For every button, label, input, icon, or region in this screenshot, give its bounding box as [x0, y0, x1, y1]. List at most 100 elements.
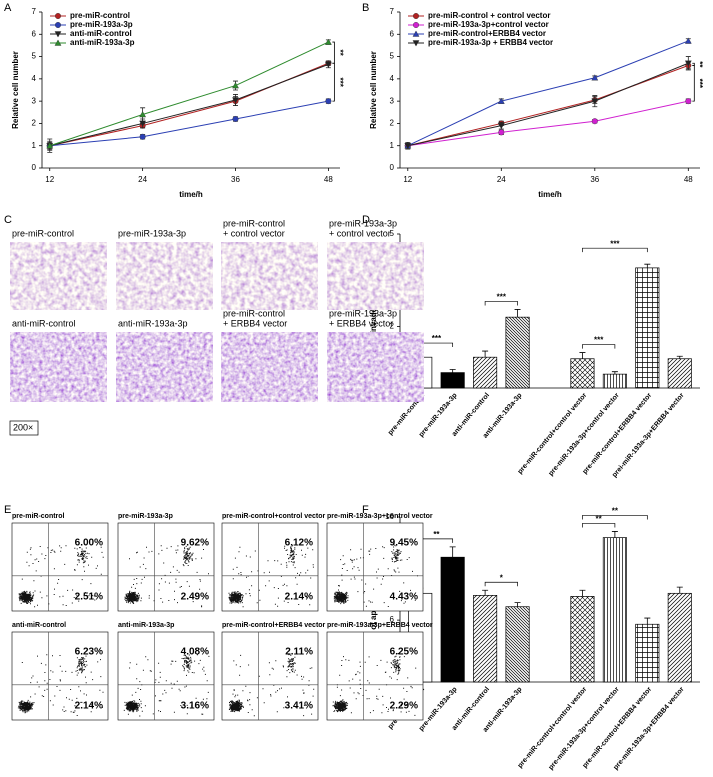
- micrograph-label: pre-miR-193a-3p: [329, 218, 397, 228]
- series-line: [49, 41, 329, 147]
- plot-label: anti-miR-control: [12, 622, 66, 629]
- marker: [404, 142, 412, 150]
- marker: [139, 133, 146, 140]
- error-bar: [482, 350, 489, 358]
- significance-bracket: [582, 523, 616, 528]
- y-tick-label: 7: [390, 7, 395, 16]
- scale-label: 200×: [13, 422, 33, 432]
- legend-label: anti-miR-193a-3p: [70, 38, 135, 47]
- error-bar: [676, 586, 683, 594]
- upper-right-percent: 6.25%: [390, 647, 418, 658]
- micrograph-label: + control vector: [223, 228, 285, 238]
- legend-label: pre-miR-control + control vector: [428, 11, 550, 20]
- x-tick-label: pre-miR-193a-3p+control vector: [548, 686, 621, 772]
- bar: [635, 623, 660, 683]
- error-bar: [676, 355, 683, 359]
- x-tick-label: pre-miR-control+ERBB4 vector: [582, 686, 654, 770]
- quadrant-lines: [222, 632, 318, 720]
- micrograph-label: anti-miR-control: [12, 318, 76, 328]
- micrograph-label: + ERBB4 vector: [223, 318, 287, 328]
- event-dots: [333, 543, 418, 607]
- upper-right-percent: 6.12%: [285, 538, 313, 549]
- marker: [324, 61, 332, 68]
- significance-bracket: [484, 301, 518, 306]
- marker: [591, 118, 598, 125]
- significance-bracket: [332, 62, 335, 102]
- micrograph-label: pre-miR-193a-3p: [118, 228, 186, 238]
- significance-label: ***: [695, 79, 704, 89]
- micrograph: [221, 242, 318, 310]
- marker: [684, 60, 692, 67]
- error-bar: [449, 369, 456, 373]
- micrograph: [116, 242, 213, 310]
- x-tick-label: 48: [684, 175, 693, 184]
- micrograph-label: pre-miR-control: [223, 308, 285, 318]
- series-line: [407, 62, 689, 147]
- plot-label: pre-miR-control+control vector: [222, 513, 326, 520]
- y-tick-label: 0: [390, 163, 395, 172]
- lower-right-percent: 3.41%: [285, 701, 313, 712]
- event-dots: [228, 653, 315, 717]
- micrograph-label: anti-miR-193a-3p: [118, 318, 188, 328]
- micrograph: [327, 332, 424, 402]
- series-line: [407, 100, 689, 147]
- significance-bracket: [419, 538, 454, 543]
- bar: [505, 606, 530, 683]
- bar: [667, 358, 692, 389]
- upper-right-percent: 9.62%: [181, 538, 209, 549]
- marker: [139, 111, 147, 118]
- plot-label: anti-miR-193a-3p: [118, 622, 174, 629]
- error-bar: [579, 352, 586, 359]
- legend-marker: [413, 22, 420, 29]
- lower-right-percent: 2.29%: [390, 701, 418, 712]
- legend-marker: [54, 39, 62, 46]
- bar: [440, 372, 465, 389]
- y-tick-label: 6: [32, 29, 37, 38]
- marker: [325, 98, 332, 105]
- significance-label: **: [433, 530, 440, 539]
- y-tick-label: 2: [390, 119, 395, 128]
- event-dots: [124, 545, 209, 608]
- y-axis-label: Relative cell number: [369, 51, 378, 129]
- y-tick-label: 2: [390, 322, 395, 331]
- plot-label: pre-miR-control+ERBB4 vector: [222, 622, 326, 629]
- series-line: [407, 40, 689, 147]
- x-tick-label: pre-miR-control+control vector: [517, 392, 589, 476]
- quadrant-lines: [12, 632, 108, 720]
- event-dots: [332, 653, 417, 716]
- marker: [591, 74, 599, 81]
- legend-label: pre-miR-control+ERBB4 vector: [428, 29, 546, 38]
- y-tick-label: 3: [390, 96, 395, 105]
- y-tick-label: 6: [390, 615, 395, 624]
- x-tick-label: pre-miR-control+control vector: [517, 686, 589, 770]
- micrograph-label: pre-miR-control: [223, 218, 285, 228]
- marker: [497, 97, 505, 104]
- scale-box: [9, 420, 39, 436]
- y-axis-label: Relative invaded cell number: [369, 256, 378, 366]
- x-tick-label: pre-miR-193a-3p+ERBB4 vector: [612, 686, 685, 772]
- micrograph-label: pre-miR-193a-3p: [329, 308, 397, 318]
- micrograph: [10, 332, 107, 402]
- series-line: [49, 100, 329, 147]
- micrograph: [327, 242, 424, 310]
- bar: [473, 356, 498, 389]
- panel-letter: D: [362, 214, 370, 226]
- bar: [602, 373, 627, 389]
- event-dots: [123, 654, 210, 717]
- significance-label: **: [695, 61, 704, 68]
- event-dots: [228, 545, 314, 608]
- legend-marker: [412, 40, 420, 47]
- x-tick-label: 36: [231, 175, 240, 184]
- significance-label: ***: [432, 334, 442, 343]
- significance-label: **: [335, 50, 344, 57]
- y-tick-label: 6: [390, 29, 395, 38]
- error-bar: [514, 309, 521, 318]
- error-bar: [579, 589, 586, 597]
- significance-bracket: [582, 344, 616, 349]
- marker: [232, 97, 239, 104]
- plot-label: pre-miR-193a-3p+ERBB4 vector: [327, 622, 433, 629]
- marker: [498, 129, 505, 136]
- quadrant-lines: [118, 632, 214, 720]
- x-tick-label: 12: [403, 175, 412, 184]
- legend-marker: [55, 22, 62, 29]
